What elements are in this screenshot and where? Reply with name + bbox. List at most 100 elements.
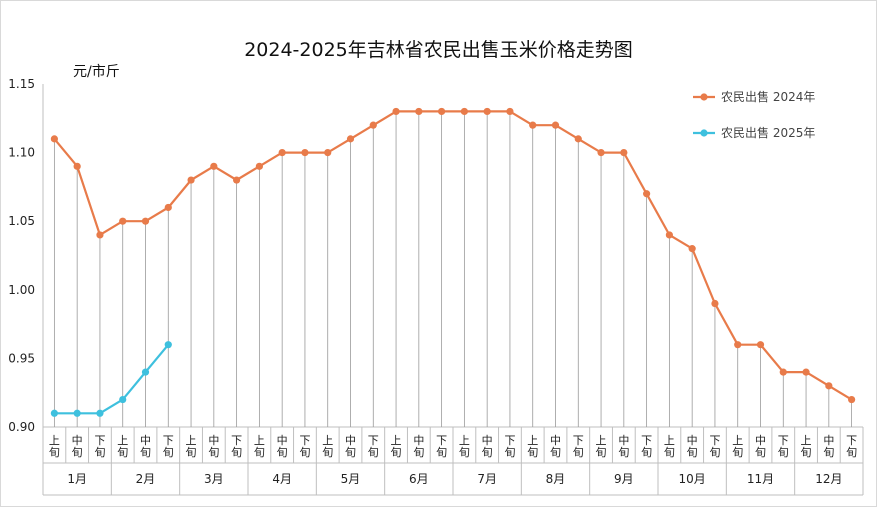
x-tick-label-tenday: 下旬 <box>778 434 789 459</box>
x-tick-label-tenday: 下旬 <box>573 434 584 459</box>
chart-title: 2024-2025年吉林省农民出售玉米价格走势图 <box>244 39 633 61</box>
data-point-series-2 <box>119 395 127 404</box>
legend-label-2: 农民出售 2025年 <box>721 125 815 140</box>
x-tick-label-tenday: 下旬 <box>709 434 720 459</box>
data-point-series-1 <box>346 135 355 143</box>
x-tick-label-tenday: 下旬 <box>641 434 652 459</box>
x-tick-label-tenday: 中旬 <box>413 434 424 459</box>
data-point-series-1 <box>825 382 833 390</box>
y-tick-labels: 0.90 0.95 1.00 1.05 1.10 1.15 <box>8 77 35 434</box>
x-tick-label-tenday: 下旬 <box>504 434 515 459</box>
x-tick-label-tenday: 上旬 <box>801 434 812 459</box>
x-tick-label-tenday: 中旬 <box>687 434 698 459</box>
data-point-series-1 <box>460 107 468 116</box>
x-tick-label-tenday: 上旬 <box>186 434 197 459</box>
data-point-series-1 <box>779 368 787 376</box>
y-tick-label: 1.15 <box>8 77 35 91</box>
series-line-1 <box>53 110 853 401</box>
legend-marker-2 <box>700 129 708 137</box>
data-point-series-1 <box>438 107 446 116</box>
data-point-series-1 <box>369 121 377 129</box>
y-axis-unit-label: 元/市斤 <box>73 64 120 80</box>
x-tick-label-tenday: 下旬 <box>368 434 379 459</box>
data-point-series-1 <box>620 149 628 157</box>
x-tick-label-tenday: 中旬 <box>72 434 83 459</box>
x-tick-label-tenday: 下旬 <box>94 434 105 459</box>
x-tick-label-tenday: 上旬 <box>527 434 538 459</box>
x-tick-label-month: 3月 <box>204 472 224 486</box>
axes <box>42 84 864 496</box>
data-point-series-1 <box>551 121 560 129</box>
x-tick-label-tenday: 上旬 <box>664 434 675 459</box>
data-point-series-1 <box>164 203 172 212</box>
data-point-series-1 <box>210 162 218 170</box>
x-tick-label-tenday: 上旬 <box>459 434 470 459</box>
data-point-series-1 <box>574 135 582 143</box>
x-tick-label-month: 1月 <box>67 472 87 486</box>
x-tick-label-tenday: 上旬 <box>49 434 60 459</box>
y-tick-label: 0.90 <box>8 420 35 434</box>
data-point-series-1 <box>73 162 81 170</box>
data-point-series-1 <box>734 341 742 349</box>
legend-marker-1 <box>700 93 708 101</box>
data-points <box>50 107 856 417</box>
series-lines <box>53 110 853 415</box>
data-point-series-2 <box>164 341 172 349</box>
x-tick-label-tenday: 中旬 <box>208 434 219 459</box>
x-tick-label-tenday: 上旬 <box>117 434 128 459</box>
x-tick-label-tenday: 下旬 <box>163 434 174 459</box>
x-tick-label-tenday: 中旬 <box>618 434 629 459</box>
x-tick-label-tenday: 中旬 <box>345 434 356 459</box>
data-point-series-1 <box>483 107 491 116</box>
data-point-series-1 <box>119 217 127 225</box>
y-tick-label: 1.10 <box>8 146 35 160</box>
data-point-series-2 <box>141 368 150 376</box>
data-point-series-1 <box>50 135 58 143</box>
data-point-series-1 <box>278 149 286 157</box>
x-tick-label-tenday: 上旬 <box>732 434 743 459</box>
data-point-series-1 <box>392 107 400 116</box>
series-line-2 <box>54 343 170 415</box>
x-tick-label-month: 6月 <box>409 472 429 486</box>
x-tick-label-month: 7月 <box>477 472 497 486</box>
x-tick-label-tenday: 上旬 <box>596 434 607 459</box>
y-tick-label: 1.05 <box>8 214 35 228</box>
y-tick-label: 0.95 <box>8 351 35 365</box>
data-point-series-1 <box>324 149 332 157</box>
data-point-series-1 <box>802 368 810 376</box>
data-point-series-1 <box>848 395 856 404</box>
x-tick-label-month: 5月 <box>341 472 361 486</box>
data-point-series-1 <box>529 121 537 129</box>
data-point-series-1 <box>756 341 765 349</box>
data-point-series-1 <box>506 107 514 116</box>
x-tick-label-tenday: 中旬 <box>755 434 766 459</box>
data-point-series-1 <box>711 299 719 308</box>
x-tick-label-tenday: 上旬 <box>391 434 402 459</box>
x-tick-label-tenday: 中旬 <box>823 434 834 459</box>
x-tick-label-month: 12月 <box>815 472 842 486</box>
drop-lines <box>53 111 853 427</box>
data-point-series-1 <box>233 176 241 184</box>
data-point-series-1 <box>415 107 423 116</box>
data-point-series-2 <box>50 409 58 417</box>
x-tick-label-month: 2月 <box>136 472 156 486</box>
x-tick-label-tenday: 中旬 <box>550 434 561 459</box>
x-tick-label-tenday: 下旬 <box>846 434 857 459</box>
x-tick-label-tenday: 中旬 <box>277 434 288 459</box>
data-point-series-2 <box>96 409 104 417</box>
data-point-series-1 <box>255 162 263 170</box>
x-tick-label-tenday: 上旬 <box>254 434 265 459</box>
x-tick-label-month: 9月 <box>614 472 634 486</box>
data-point-series-1 <box>643 190 651 198</box>
x-tick-label-month: 10月 <box>679 472 706 486</box>
data-point-series-2 <box>73 409 81 417</box>
data-point-series-1 <box>597 149 605 157</box>
x-tick-label-tenday: 下旬 <box>299 434 310 459</box>
data-point-series-1 <box>96 231 104 239</box>
data-point-series-1 <box>141 217 150 225</box>
x-tick-label-tenday: 下旬 <box>231 434 242 459</box>
x-tick-label-tenday: 中旬 <box>140 434 151 459</box>
y-tick-label: 1.00 <box>8 283 35 297</box>
